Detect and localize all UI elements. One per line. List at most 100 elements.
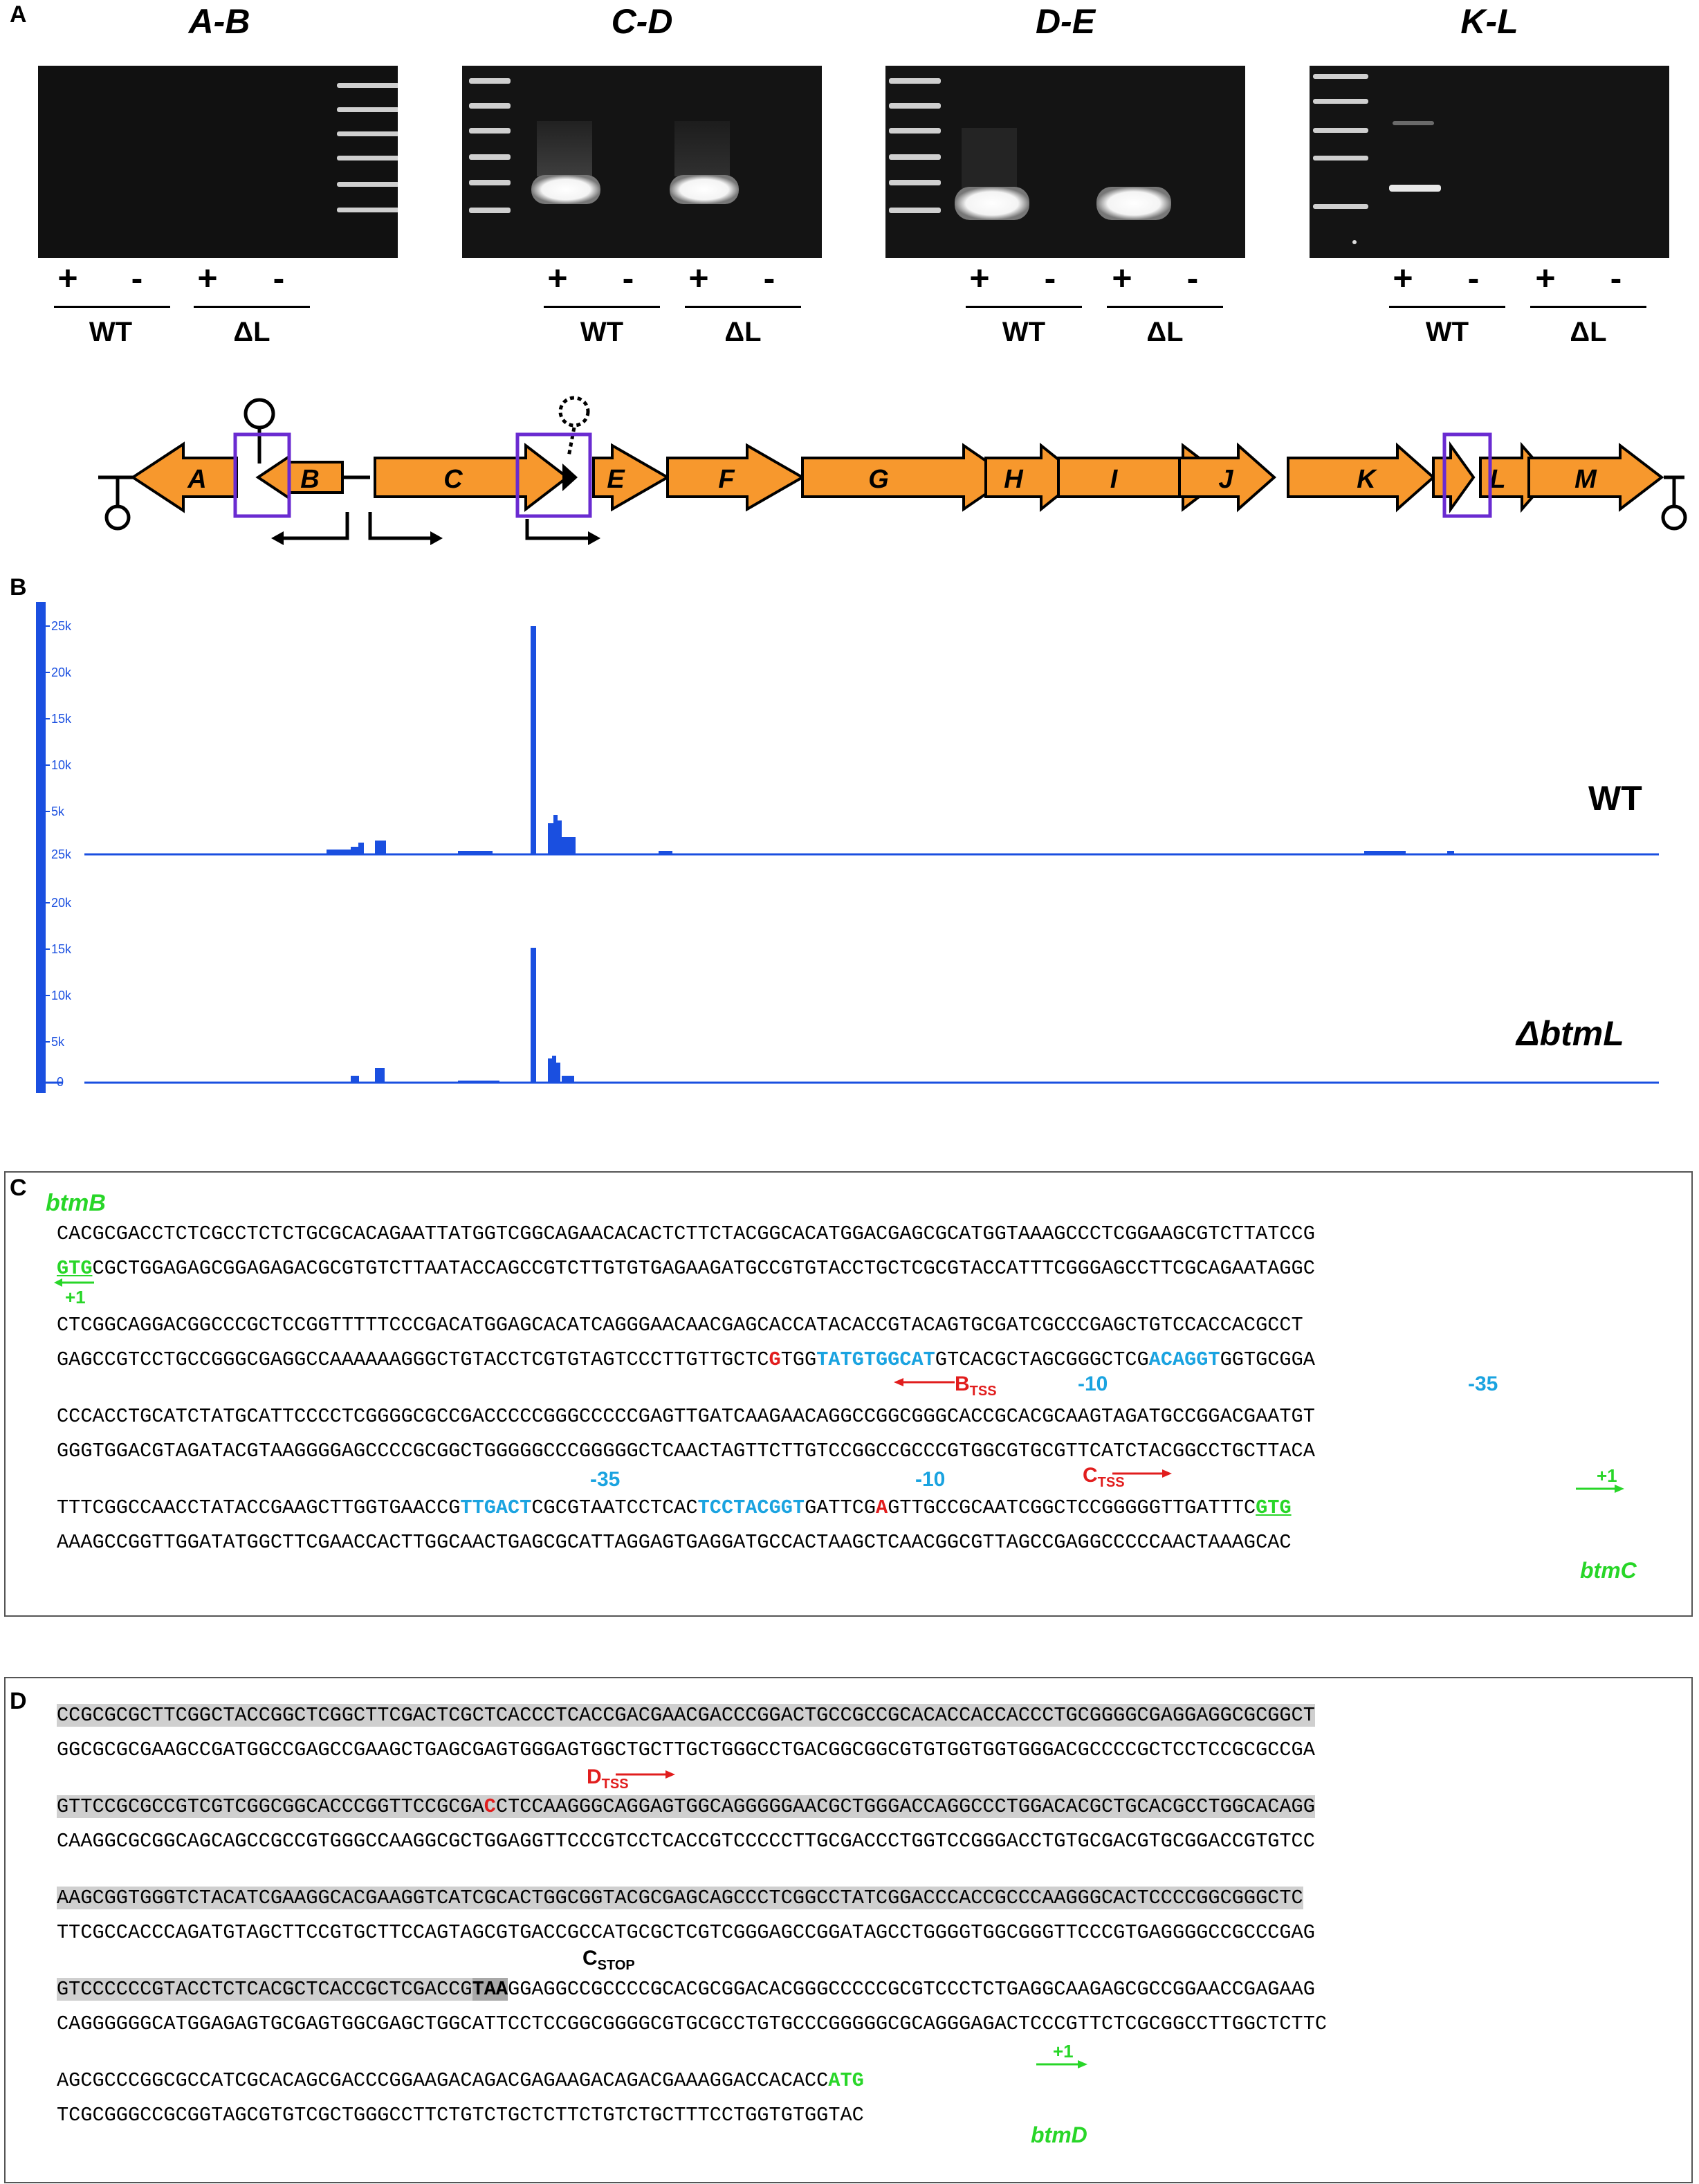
seq-d-row1-top: CCGCGCGCTTCGGCTACCGGCTCGGCTTCGACTCGCTCAC… [57, 1704, 1315, 1727]
seq-d-row5-top: AGCGCCCGGCGCCATCGCACAGCGACCCGGAAGACAGACG… [57, 2071, 864, 2091]
gene-label-k: K [1357, 465, 1377, 494]
btmc-coding-shaded: GTTCCGCGCCGTCGTCGGCGGCACCCGGTTCCGCGACCTC… [57, 1795, 1315, 1818]
c-minus10-label: -10 [915, 1468, 946, 1491]
seq-text: GTCACGCTAGCGGGCTCG [935, 1348, 1149, 1371]
group-label-wt: WT [580, 317, 624, 347]
seq-c-row3-top: CCCACCTGCATCTATGCATTCCCCTCGGGGCGCCGACCCC… [57, 1405, 1315, 1428]
seq-d-row2-top: GTTCCGCGCCGTCGTCGGCGGCACCCGGTTCCGCGACCTC… [57, 1795, 1315, 1818]
seq-d-row3-bottom: TTCGCCACCCAGATGTAGCTTCCGTGCTTCCAGTAGCGTG… [57, 1921, 1315, 1944]
gene-label-btmb: btmB [46, 1190, 106, 1216]
btmc-start-codon: GTG [1256, 1496, 1292, 1519]
b-tss-label: BTSS [955, 1373, 997, 1400]
lane-minus: - [1610, 259, 1622, 297]
gene-label-c: C [443, 465, 463, 494]
tick-label: 15k [51, 712, 72, 726]
wt-axis-ticks: 25k 20k 15k 10k 5k 25k [46, 619, 72, 861]
group-underline [1389, 306, 1505, 308]
tick-label: 20k [51, 666, 72, 679]
gene-label-j: J [1218, 465, 1233, 494]
c-minus35-label: -35 [590, 1468, 621, 1491]
seq-d-row1-bottom: GGCGCGCGAAGCCGATGGCCGAGCCGAAGCTGAGCGAGTG… [57, 1738, 1315, 1761]
seq-d-row3-top: AAGCGGTGGGTCTACATCGAAGGCACGAAGGTCATCGCAC… [57, 1887, 1303, 1909]
panel-a-letter: A [10, 1, 27, 28]
btmc-coding-shaded: CCGCGCGCTTCGGCTACCGGCTCGGCTTCGACTCGCTCAC… [57, 1704, 1315, 1727]
gene-label-btmc: btmC [1580, 1558, 1637, 1583]
btmb-direction-arrow [54, 1278, 94, 1287]
gel-title-de: D-E [1035, 2, 1096, 41]
panel-c-box [4, 1171, 1693, 1617]
c-tss-base: A [876, 1496, 888, 1519]
gel-image-cd [462, 66, 822, 258]
seq-text: AGCGCCCGGCGCCATCGCACAGCGACCCGGAAGACAGACG… [57, 2069, 829, 2092]
gene-cluster-diagram: A B C E F G H I J K L M [98, 396, 1687, 545]
seq-c-row4-bottom: AAAGCCGGTTGGATATGGCTTCGAACCACTTGGCAACTGA… [57, 1531, 1292, 1554]
gene-label-b: B [300, 465, 319, 494]
gel-title-cd: C-D [611, 2, 673, 41]
lane-plus: + [688, 259, 709, 297]
b-minus10-box: TATGTGGCAT [816, 1348, 935, 1371]
panel-d-box [4, 1677, 1693, 2183]
group-underline [966, 306, 1082, 308]
stop-letter: C [582, 1947, 598, 1970]
btmc-coding-shaded: AAGCGGTGGGTCTACATCGAAGGCACGAAGGTCATCGCAC… [57, 1887, 1303, 1909]
b-minus35-label: -35 [1468, 1373, 1498, 1395]
tss-letter: B [955, 1373, 970, 1395]
c-minus10-box: TCCTACGGT [697, 1496, 805, 1519]
gene-label-e: E [607, 465, 625, 494]
lane-minus: - [1467, 259, 1480, 297]
tss-letter: D [587, 1765, 602, 1788]
seq-d-row4-bottom: CAGGGGGGCATGGAGAGTGCGAGTGGCGAGCTGGCATTCC… [57, 2012, 1328, 2035]
btmd-plus1: +1 [1053, 2041, 1074, 2062]
c-minus35-box: TTGACT [460, 1496, 532, 1519]
tss-subscript: TSS [1097, 1475, 1125, 1490]
lane-plus: + [1393, 259, 1413, 297]
gene-label-f: F [718, 465, 735, 494]
gel-image-ab [38, 66, 398, 258]
seq-c-row2-bottom: GAGCCGTCCTGCCGGGCGAGGCCAAAAAAGGGCTGTACCT… [57, 1350, 1315, 1370]
group-underline [685, 306, 801, 308]
tss-subscript: TSS [969, 1384, 997, 1399]
b-tss-arrow [894, 1378, 955, 1386]
group-label-dl: ΔL [233, 317, 270, 347]
lane-plus: + [547, 259, 568, 297]
lane-minus: - [622, 259, 634, 297]
gene-label-l: L [1489, 465, 1505, 494]
gene-label-h: H [1004, 465, 1024, 494]
gel-image-kl [1310, 66, 1669, 258]
seq-text: GAGCCGTCCTGCCGGGCGAGGCCAAAAAAGGGCTGTACCT… [57, 1348, 769, 1371]
btmb-start-codon: GTG [57, 1257, 93, 1280]
seq-text: CGCGTAATCCTCAC [531, 1496, 698, 1519]
seq-text: GTTGCCGCAATCGGCTCCGGGGGTTGATTTC [888, 1496, 1256, 1519]
track-label-wt: WT [1588, 779, 1642, 818]
seq-d-row2-bottom: CAAGGCGCGGCAGCAGCCGCCGTGGGCCAAGGCGCTGGAG… [57, 1830, 1315, 1853]
tick-label: 20k [51, 896, 72, 910]
gel-title-kl: K-L [1460, 2, 1518, 41]
btmc-direction-arrow [1576, 1485, 1624, 1493]
seq-d-row5-bottom: TCGCGGGCCGCGGTAGCGTGTCGCTGGGCCTTCTGTCTGC… [57, 2104, 864, 2127]
c-tss-arrow [1112, 1469, 1172, 1478]
seq-c-row2-top: CTCGGCAGGACGGCCCGCTCCGGTTTTTCCCGACATGGAG… [57, 1314, 1303, 1337]
lane-minus: - [1044, 259, 1056, 297]
tick-label: 10k [51, 989, 72, 1002]
group-underline [544, 306, 660, 308]
tick-label: 5k [51, 805, 65, 818]
seq-text: TGG [780, 1348, 817, 1371]
group-underline [1530, 306, 1646, 308]
btmc-plus1: +1 [1597, 1465, 1617, 1486]
gene-label-i: I [1110, 465, 1119, 494]
lane-minus: - [763, 259, 775, 297]
group-label-wt: WT [1002, 317, 1046, 347]
group-label-dl: ΔL [724, 317, 762, 347]
btmd-start-codon: ATG [828, 2069, 864, 2092]
d-tss-base: C [484, 1795, 496, 1818]
gene-label-g: G [868, 465, 889, 494]
lane-plus: + [1535, 259, 1556, 297]
lane-minus: - [1186, 259, 1199, 297]
b-minus35-box: ACAGGT [1148, 1348, 1220, 1371]
seq-text: GATTCG [805, 1496, 876, 1519]
gene-label-m: M [1574, 465, 1597, 494]
btmb-plus1: +1 [65, 1287, 86, 1307]
tick-label: 25k [51, 619, 72, 633]
seq-text: GGAGGCCGCCCCGCACGCGGACACGGGCCCCCGCGTCCCT… [508, 1978, 1315, 2001]
d-tss-label: DTSS [587, 1765, 629, 1792]
